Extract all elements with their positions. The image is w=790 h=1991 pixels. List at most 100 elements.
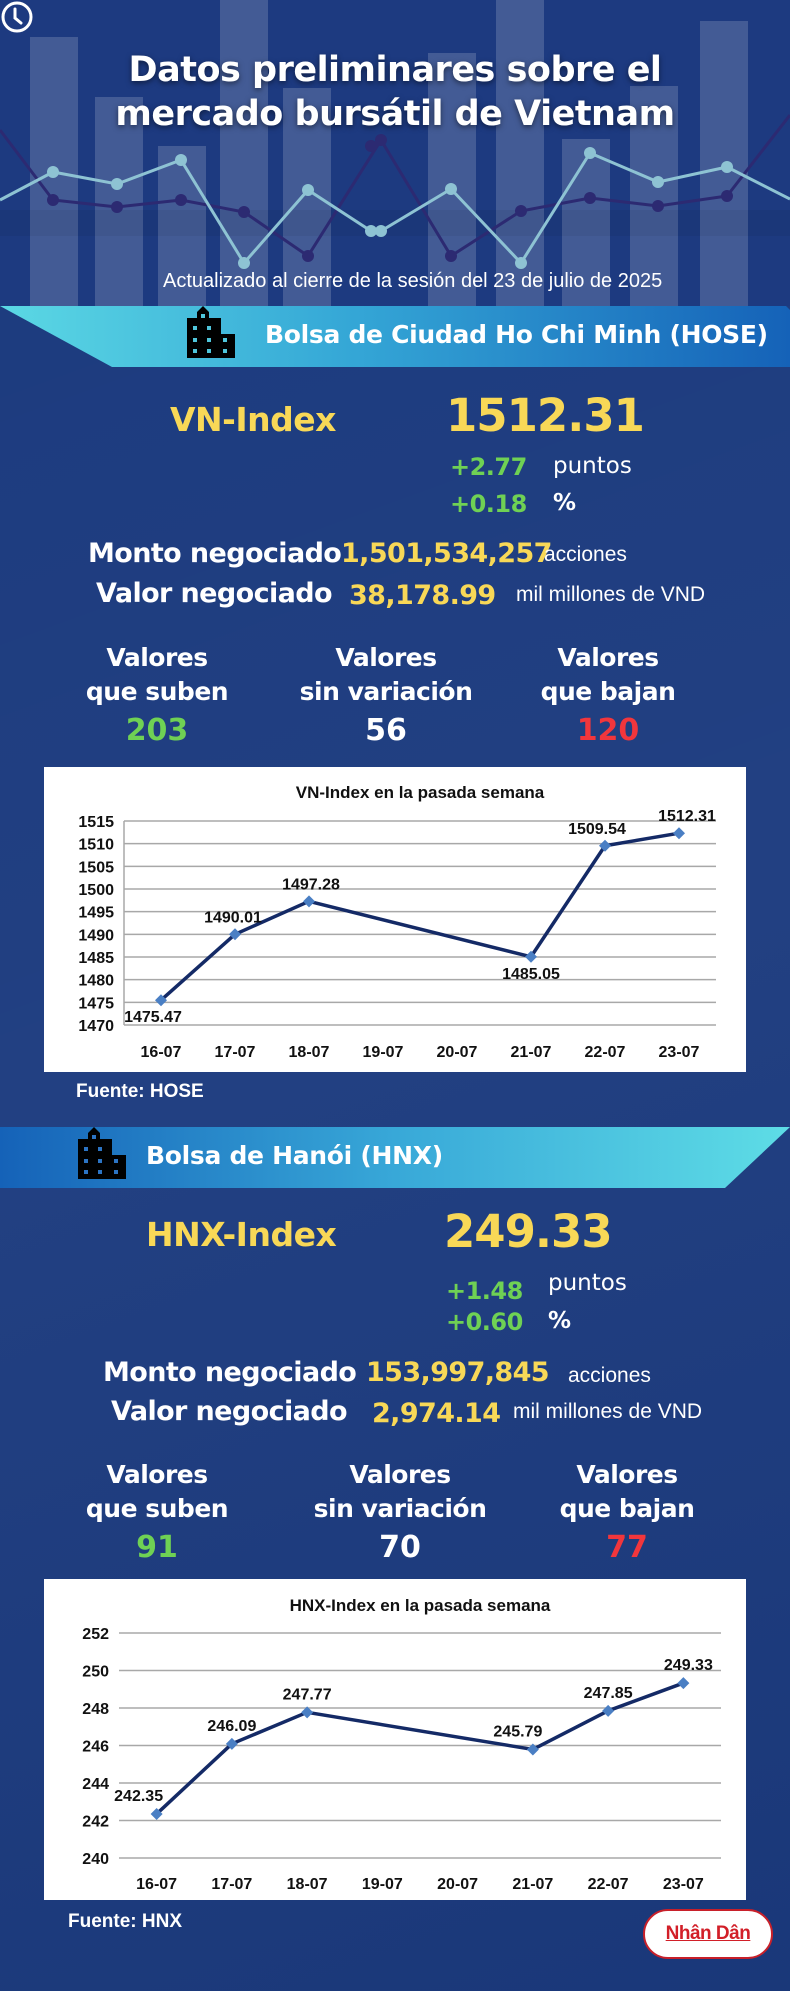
data-label: 1475.47: [124, 1009, 182, 1026]
hose-volume-label: Monto negociado: [88, 538, 342, 569]
hnx-decliners-count: 77: [606, 1530, 648, 1565]
hnx-value-unit: mil millones de VND: [513, 1400, 703, 1423]
x-tick-label: 20-07: [437, 1044, 478, 1061]
data-point-marker: [599, 839, 611, 852]
hnx-index-value: 249.33: [444, 1205, 613, 1258]
hnx-change-pct-unit: %: [548, 1308, 572, 1334]
vn-index-chart: VN-Index en la pasada semana 1470 1475 1480…: [44, 767, 746, 1072]
data-label: 1497.28: [282, 876, 340, 893]
y-tick-label: 1485: [78, 950, 114, 967]
clock-icon: [1, 1, 33, 33]
hnx-volume-unit: acciones: [568, 1364, 651, 1387]
hnx-unchanged: Valores sin variación 70: [285, 1458, 515, 1568]
y-tick-label: 246: [82, 1739, 109, 1756]
data-label: 246.09: [207, 1718, 256, 1735]
hose-change-points: +2.77: [450, 453, 527, 481]
hose-volume-value: 1,501,534,257: [341, 538, 552, 569]
hose-value-value: 38,178.99: [349, 580, 496, 611]
hnx-value-label: Valor negociado: [111, 1396, 348, 1427]
y-tick-label: 1515: [78, 814, 114, 831]
hose-volume-unit: acciones: [544, 543, 627, 566]
vn-index-line-chart: VN-Index en la pasada semana 1470 1475 1480…: [78, 783, 716, 1061]
x-tick-label: 21-07: [512, 1876, 553, 1893]
hnx-banner: Bolsa de Hanói (HNX): [0, 1127, 790, 1188]
x-tick-label: 17-07: [211, 1876, 252, 1893]
data-label: 1485.05: [502, 966, 560, 983]
y-tick-label: 1510: [78, 837, 114, 854]
hero-header: Datos preliminares sobre el mercado burs…: [0, 0, 790, 306]
hose-advancers-count: 203: [125, 713, 189, 748]
data-point-marker: [225, 1737, 238, 1750]
y-tick-label: 244: [82, 1776, 109, 1793]
data-point-marker: [155, 994, 167, 1007]
x-tick-label: 22-07: [588, 1876, 629, 1893]
hose-index-value: 1512.31: [446, 389, 645, 442]
hnx-volume-value: 153,997,845: [366, 1357, 550, 1388]
data-point-marker: [229, 928, 241, 941]
hose-index-name: VN-Index: [170, 400, 336, 439]
data-point-marker: [303, 895, 315, 908]
hose-banner-title: Bolsa de Ciudad Ho Chi Minh (HOSE): [265, 320, 768, 349]
hose-change-points-unit: puntos: [553, 453, 632, 479]
page-title: Datos preliminares sobre el mercado burs…: [0, 48, 790, 136]
hnx-change-pct: +0.60: [446, 1308, 523, 1336]
y-tick-label: 1505: [78, 859, 114, 876]
series-line: [159, 831, 680, 1002]
data-point-marker: [677, 1677, 690, 1690]
nhan-dan-logo[interactable]: Nhân Dân: [643, 1909, 773, 1959]
data-label: 247.77: [283, 1686, 332, 1703]
x-tick-label: 18-07: [289, 1044, 330, 1061]
y-tick-label: 1475: [78, 995, 114, 1012]
x-tick-label: 16-07: [136, 1876, 177, 1893]
hnx-change-points: +1.48: [446, 1277, 523, 1305]
hnx-advancers-count: 91: [136, 1530, 178, 1565]
y-tick-label: 248: [82, 1701, 109, 1718]
x-tick-label: 17-07: [215, 1044, 256, 1061]
x-tick-label: 18-07: [287, 1876, 328, 1893]
hose-unchanged: Valores sin variación 56: [271, 641, 501, 751]
hose-unchanged-count: 56: [365, 713, 407, 748]
hnx-change-points-unit: puntos: [548, 1270, 627, 1296]
hose-value-label: Valor negociado: [96, 578, 333, 609]
data-point-marker: [526, 1743, 539, 1756]
x-tick-label: 19-07: [363, 1044, 404, 1061]
data-label: 242.35: [114, 1788, 163, 1805]
y-tick-label: 1470: [78, 1018, 114, 1035]
data-label: 249.33: [664, 1657, 713, 1674]
title-line-2: mercado bursátil de Vietnam: [115, 94, 675, 134]
x-tick-label: 20-07: [437, 1876, 478, 1893]
x-tick-label: 21-07: [511, 1044, 552, 1061]
hnx-unchanged-count: 70: [379, 1530, 421, 1565]
hose-value-unit: mil millones de VND: [516, 583, 706, 606]
data-label: 1509.54: [568, 821, 626, 838]
x-tick-label: 22-07: [585, 1044, 626, 1061]
data-label: 1490.01: [204, 909, 262, 926]
hose-banner: Bolsa de Ciudad Ho Chi Minh (HOSE): [0, 306, 790, 367]
x-tick-label: 23-07: [663, 1876, 704, 1893]
hose-change-pct-unit: %: [553, 490, 577, 516]
data-label: 247.85: [584, 1685, 633, 1702]
data-point-marker: [673, 827, 685, 840]
y-tick-label: 1500: [78, 882, 114, 899]
hnx-advancers: Valores que suben 91: [42, 1458, 272, 1568]
hnx-index-line-chart: HNX-Index en la pasada semana 240 242 244 24…: [82, 1596, 721, 1893]
hose-decliners-count: 120: [576, 713, 640, 748]
data-point-marker: [602, 1704, 615, 1717]
y-tick-label: 1490: [78, 927, 114, 944]
y-tick-label: 242: [82, 1814, 109, 1831]
data-point-marker: [525, 950, 537, 963]
hose-change-pct: +0.18: [450, 490, 527, 518]
hnx-index-chart: HNX-Index en la pasada semana 240 242 244 24…: [44, 1579, 746, 1900]
data-label: 245.79: [493, 1723, 542, 1740]
chart-title: HNX-Index en la pasada semana: [290, 1596, 551, 1615]
building-icon: [187, 306, 235, 358]
hose-advancers: Valores que suben 203: [42, 641, 272, 751]
y-tick-label: 1480: [78, 973, 114, 990]
hose-source: Fuente: HOSE: [76, 1081, 204, 1102]
data-point-marker: [150, 1807, 163, 1820]
building-icon: [78, 1127, 126, 1179]
x-tick-label: 16-07: [141, 1044, 182, 1061]
data-label: 1512.31: [658, 808, 716, 825]
hose-decliners: Valores que bajan 120: [493, 641, 723, 751]
